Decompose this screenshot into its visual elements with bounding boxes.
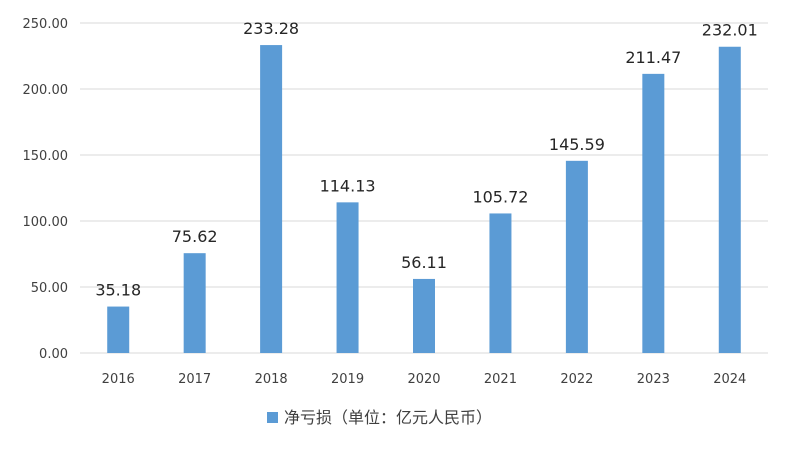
y-tick-label: 250.00 [23, 17, 69, 32]
x-tick-label: 2022 [560, 372, 593, 387]
data-labels: 35.18 75.62 233.28 114.13 56.11 105.72 145.59 2… [95, 19, 757, 299]
bar-series [107, 45, 741, 354]
x-tick-label: 2017 [178, 372, 211, 387]
y-tick-label: 0.00 [39, 347, 68, 362]
bar [260, 45, 283, 353]
data-label: 105.72 [472, 187, 528, 206]
data-label: 232.01 [702, 21, 758, 40]
y-tick-label: 100.00 [23, 215, 69, 230]
bar [183, 253, 206, 353]
legend-label: 净亏损（单位：亿元人民币） [284, 408, 492, 427]
x-axis-tick-labels: 2016 2017 2018 2019 2020 2021 2022 2023 2024 [102, 372, 747, 387]
bar [107, 306, 130, 353]
legend-swatch [267, 412, 278, 423]
data-label: 56.11 [401, 253, 447, 272]
bar [336, 202, 359, 353]
legend: 净亏损（单位：亿元人民币） [267, 408, 492, 427]
y-tick-label: 200.00 [23, 83, 69, 98]
x-tick-label: 2016 [102, 372, 135, 387]
data-label: 233.28 [243, 19, 299, 38]
data-label: 211.47 [625, 48, 681, 67]
bar [489, 213, 512, 353]
data-label: 114.13 [320, 176, 376, 195]
x-tick-label: 2021 [484, 372, 517, 387]
bar [565, 160, 588, 353]
x-tick-label: 2020 [407, 372, 440, 387]
data-label: 75.62 [172, 227, 218, 246]
y-tick-label: 50.00 [31, 281, 68, 296]
y-axis-tick-labels: 0.00 50.00 100.00 150.00 200.00 250.00 [23, 17, 69, 362]
bar [642, 73, 665, 354]
x-tick-label: 2023 [637, 372, 670, 387]
x-tick-label: 2018 [255, 372, 288, 387]
x-tick-label: 2024 [713, 372, 746, 387]
bar [718, 46, 741, 354]
data-label: 145.59 [549, 135, 605, 154]
x-tick-label: 2019 [331, 372, 364, 387]
bar [413, 278, 435, 353]
data-label: 35.18 [95, 281, 141, 300]
y-tick-label: 150.00 [23, 149, 69, 164]
